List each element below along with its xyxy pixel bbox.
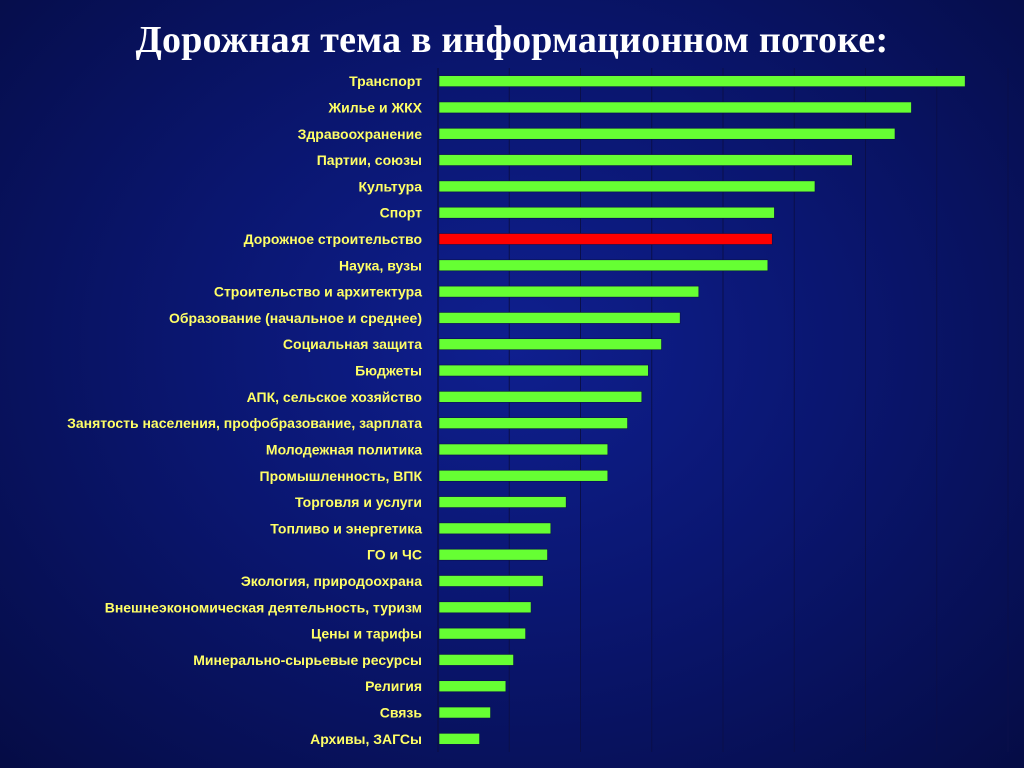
bar (438, 654, 514, 666)
bar (438, 680, 507, 693)
category-label: АПК, сельское хозяйство (247, 389, 422, 405)
bar (438, 601, 532, 614)
bar (438, 101, 912, 114)
bar (438, 706, 491, 719)
category-label: Транспорт (349, 73, 422, 89)
category-label: Образование (начальное и среднее) (169, 310, 422, 326)
bar (438, 180, 816, 193)
category-label: Торговля и услуги (295, 494, 422, 510)
bar (438, 443, 609, 456)
bar (438, 417, 628, 429)
bar (438, 127, 896, 140)
category-label: Здравоохранение (298, 126, 423, 142)
category-label: Архивы, ЗАГСы (310, 731, 422, 747)
category-label: Дорожное строительство (244, 231, 422, 247)
category-label: Строительство и архитектура (214, 284, 422, 300)
category-label: Бюджеты (355, 363, 422, 379)
bar (438, 469, 609, 482)
category-label: Топливо и энергетика (270, 520, 422, 536)
bar (438, 259, 769, 272)
category-label: Занятость населения, профобразование, за… (67, 415, 422, 431)
bar (438, 338, 662, 351)
bar (438, 496, 567, 508)
category-label: Партии, союзы (317, 152, 422, 168)
bar (438, 154, 853, 166)
category-label: Молодежная политика (266, 441, 422, 457)
category-label: Промышленность, ВПК (260, 468, 423, 484)
category-label: Связь (380, 705, 423, 721)
bar (438, 391, 643, 403)
category-label: Спорт (380, 205, 422, 221)
category-label: ГО и ЧС (367, 547, 422, 563)
category-label: Жилье и ЖКХ (328, 99, 423, 115)
category-label: Религия (365, 678, 422, 694)
category-label: Минерально-сырьевые ресурсы (193, 652, 422, 668)
category-label: Внешнеэкономическая деятельность, туризм (105, 599, 422, 615)
bar (438, 548, 548, 561)
category-label: Социальная защита (283, 336, 422, 352)
bar (438, 312, 681, 324)
bar (438, 75, 966, 87)
bar (438, 575, 544, 587)
bar-highlight (438, 233, 773, 245)
bar (438, 733, 480, 745)
chart-title: Дорожная тема в информационном потоке: (135, 19, 889, 61)
bar (438, 285, 700, 298)
bar (438, 627, 526, 640)
category-label: Культура (358, 178, 422, 194)
category-label: Экология, природоохрана (241, 573, 422, 589)
category-label: Наука, вузы (339, 257, 422, 273)
bar (438, 206, 775, 219)
bar (438, 364, 649, 377)
category-label: Цены и тарифы (311, 626, 422, 642)
bar (438, 522, 552, 535)
